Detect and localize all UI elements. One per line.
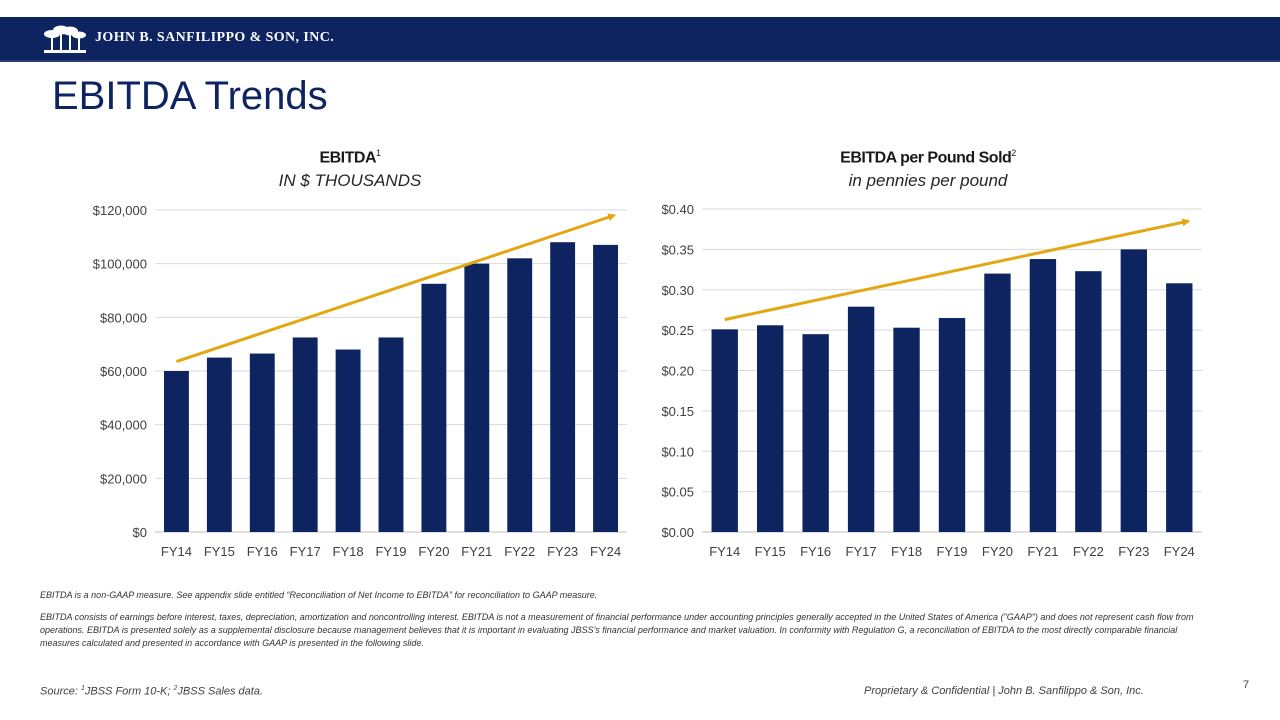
ebitda-bar-fy20 (421, 283, 447, 532)
per-pound-bar-fy14 (711, 329, 738, 532)
per-pound-y-tick-label: $0.10 (661, 444, 694, 459)
source-sup-1: 1 (80, 685, 85, 692)
ebitda-bar-fy15 (206, 357, 232, 532)
source-end: JBSS Sales data. (177, 685, 264, 698)
per-pound-y-tick-label: $0.15 (661, 404, 694, 419)
per-pound-x-tick-label: FY14 (709, 544, 740, 559)
ebitda-chart-title: EBITDA1 (150, 148, 550, 167)
per-pound-x-tick-label: FY19 (936, 544, 967, 559)
per-pound-x-tick-label: FY24 (1164, 544, 1195, 559)
per-pound-chart-title-footnote: 2 (1011, 148, 1016, 158)
footnote-non-gaap: EBITDA is a non-GAAP measure. See append… (40, 590, 598, 600)
per-pound-x-tick-label: FY18 (891, 544, 922, 559)
ebitda-bar-fy17 (292, 337, 318, 532)
ebitda-bar-fy22 (507, 258, 533, 532)
ebitda-y-tick-label: $120,000 (93, 203, 147, 218)
ebitda-chart-subtitle: IN $ THOUSANDS (278, 171, 422, 190)
ebitda-y-tick-label: $100,000 (93, 257, 147, 272)
source-prefix: Source: (40, 685, 81, 698)
palm-trees-logo-icon (44, 25, 86, 53)
per-pound-bar-fy22 (1075, 271, 1102, 532)
ebitda-y-tick-label: $40,000 (100, 418, 147, 433)
per-pound-bar-fy18 (893, 327, 920, 532)
source-mid: JBSS Form 10-K; (84, 685, 174, 698)
per-pound-chart-title-text: EBITDA per Pound Sold (840, 149, 1012, 167)
ebitda-bar-fy18 (335, 349, 361, 532)
per-pound-bar-fy23 (1120, 249, 1147, 532)
per-pound-bar-fy20 (984, 273, 1011, 532)
ebitda-x-tick-label: FY18 (333, 544, 364, 559)
per-pound-x-tick-label: FY20 (982, 544, 1013, 559)
ebitda-x-tick-label: FY20 (418, 544, 449, 559)
ebitda-chart-title-footnote: 1 (376, 148, 381, 158)
ebitda-x-tick-label: FY17 (290, 544, 321, 559)
per-pound-bar-fy19 (938, 318, 966, 532)
per-pound-bar-fy21 (1029, 259, 1057, 532)
ebitda-x-tick-label: FY15 (204, 544, 235, 559)
per-pound-y-tick-label: $0.20 (661, 364, 694, 379)
ebitda-trend-arrow (175, 213, 617, 364)
company-name: JOHN B. SANFILIPPO & SON, INC. (95, 30, 335, 45)
page-number: 7 (1243, 679, 1250, 691)
footnote-ebitda-definition: EBITDA consists of earnings before inter… (40, 612, 1194, 648)
ebitda-x-tick-label: FY16 (247, 544, 278, 559)
ebitda-chart-title-text: EBITDA (319, 149, 377, 167)
per-pound-y-tick-label: $0.00 (661, 525, 694, 540)
per-pound-y-tick-label: $0.05 (661, 485, 694, 500)
ebitda-x-tick-label: FY19 (375, 544, 406, 559)
per-pound-bar-fy24 (1166, 283, 1193, 532)
per-pound-x-tick-label: FY15 (755, 544, 786, 559)
ebitda-y-tick-label: $60,000 (100, 364, 147, 379)
source-sup-2: 2 (173, 685, 178, 692)
per-pound-x-tick-label: FY16 (800, 544, 831, 559)
ebitda-y-tick-label: $0 (133, 525, 147, 540)
ebitda-x-tick-label: FY22 (504, 544, 535, 559)
ebitda-bar-fy19 (378, 337, 404, 532)
per-pound-chart-subtitle: in pennies per pound (848, 171, 1008, 190)
per-pound-bar-fy16 (802, 334, 829, 532)
per-pound-y-tick-label: $0.35 (661, 242, 694, 257)
header-bar: JOHN B. SANFILIPPO & SON, INC. (0, 17, 1280, 62)
ebitda-bar-fy14 (164, 371, 189, 532)
ebitda-y-tick-label: $80,000 (100, 310, 147, 325)
per-pound-chart-title: EBITDA per Pound Sold2 (728, 148, 1128, 167)
ebitda-bar-fy23 (550, 242, 576, 532)
source-note: Source: 1JBSS Form 10-K; 2JBSS Sales dat… (40, 685, 263, 698)
ebitda-x-tick-label: FY23 (547, 544, 578, 559)
per-pound-bar-fy15 (757, 325, 784, 532)
ebitda-bar-fy16 (249, 353, 275, 532)
per-pound-y-tick-label: $0.25 (661, 323, 694, 338)
ebitda-x-tick-label: FY24 (590, 544, 621, 559)
per-pound-x-tick-label: FY23 (1118, 544, 1149, 559)
per-pound-bar-fy17 (847, 306, 875, 532)
ebitda-bar-fy24 (593, 244, 618, 532)
per-pound-y-tick-label: $0.40 (661, 202, 694, 217)
page-title: EBITDA Trends (52, 74, 328, 118)
per-pound-trend-arrow (724, 218, 1191, 322)
per-pound-y-tick-label: $0.30 (661, 283, 694, 298)
per-pound-x-tick-label: FY21 (1027, 544, 1058, 559)
ebitda-y-tick-label: $20,000 (100, 471, 147, 486)
ebitda-bar-fy21 (464, 263, 490, 532)
ebitda-x-tick-label: FY14 (161, 544, 192, 559)
confidential-note: Proprietary & Confidential | John B. San… (864, 685, 1144, 697)
per-pound-x-tick-label: FY22 (1073, 544, 1104, 559)
ebitda-x-tick-label: FY21 (461, 544, 492, 559)
per-pound-x-tick-label: FY17 (846, 544, 877, 559)
